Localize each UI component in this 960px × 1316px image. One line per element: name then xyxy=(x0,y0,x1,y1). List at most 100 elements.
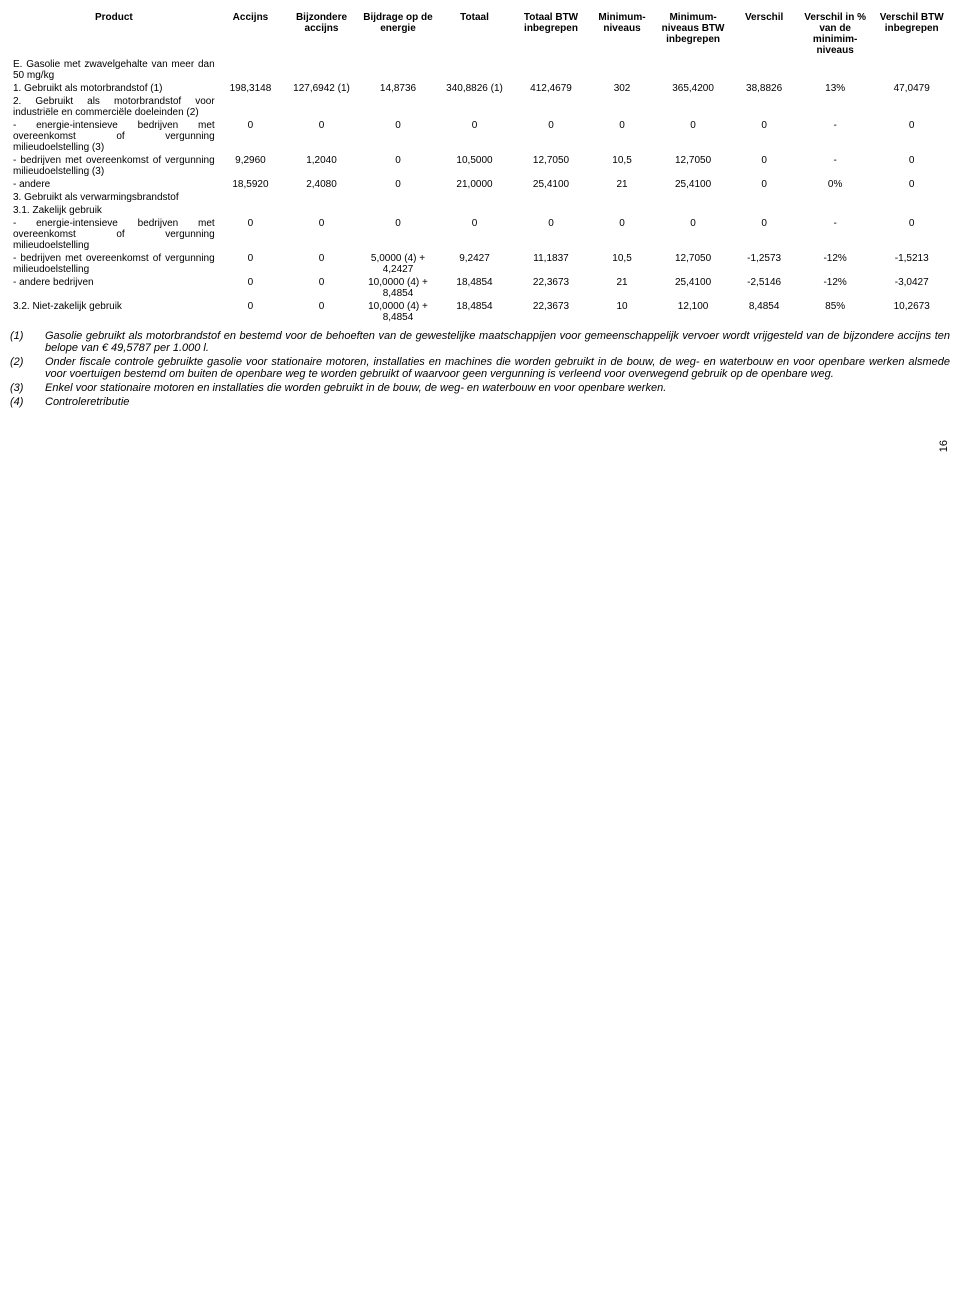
value-cell xyxy=(283,191,360,204)
value-cell: 18,4854 xyxy=(436,300,513,324)
table-row: - energie-intensieve bedrijven met overe… xyxy=(10,119,950,154)
value-cell: 0 xyxy=(283,119,360,154)
product-cell: 1. Gebruikt als motorbrandstof (1) xyxy=(10,82,218,95)
value-cell: -2,5146 xyxy=(731,276,797,300)
value-cell: 22,3673 xyxy=(513,276,590,300)
value-cell: 21,0000 xyxy=(436,178,513,191)
value-cell xyxy=(283,204,360,217)
value-cell xyxy=(655,58,732,82)
col-header: Product xyxy=(10,10,218,58)
value-cell: 21 xyxy=(589,276,655,300)
value-cell: 0 xyxy=(873,154,950,178)
value-cell: 8,4854 xyxy=(731,300,797,324)
value-cell: 5,0000 (4) + 4,2427 xyxy=(360,252,437,276)
value-cell xyxy=(360,95,437,119)
product-cell: 2. Gebruikt als motorbrandstof voor indu… xyxy=(10,95,218,119)
value-cell xyxy=(283,95,360,119)
value-cell: 0 xyxy=(731,217,797,252)
value-cell: 10 xyxy=(589,300,655,324)
footnote-key: (1) xyxy=(10,330,45,354)
product-cell: - bedrijven met overeenkomst of vergunni… xyxy=(10,154,218,178)
value-cell xyxy=(218,204,284,217)
value-cell: 0 xyxy=(218,252,284,276)
value-cell: 2,4080 xyxy=(283,178,360,191)
value-cell: 0 xyxy=(589,217,655,252)
value-cell xyxy=(731,95,797,119)
value-cell xyxy=(218,191,284,204)
value-cell: 0 xyxy=(513,119,590,154)
footnote-key: (2) xyxy=(10,356,45,380)
product-cell: - energie-intensieve bedrijven met overe… xyxy=(10,217,218,252)
value-cell: 1,2040 xyxy=(283,154,360,178)
value-cell xyxy=(436,204,513,217)
table-row: 3. Gebruikt als verwarmingsbrandstof xyxy=(10,191,950,204)
value-cell: 10,5 xyxy=(589,154,655,178)
page-number: 16 xyxy=(938,440,950,1316)
value-cell: 10,2673 xyxy=(873,300,950,324)
value-cell xyxy=(655,191,732,204)
value-cell xyxy=(873,191,950,204)
value-cell xyxy=(436,191,513,204)
value-cell: 0 xyxy=(360,217,437,252)
product-cell: 3.2. Niet-zakelijk gebruik xyxy=(10,300,218,324)
footnote: (4)Controleretributie xyxy=(10,396,950,408)
footnote-text: Enkel voor stationaire motoren en instal… xyxy=(45,382,950,394)
product-cell: 3. Gebruikt als verwarmingsbrandstof xyxy=(10,191,218,204)
col-header: Totaal BTW inbegrepen xyxy=(513,10,590,58)
value-cell: 22,3673 xyxy=(513,300,590,324)
value-cell: 412,4679 xyxy=(513,82,590,95)
table-row: - andere bedrijven0010,0000 (4) + 8,4854… xyxy=(10,276,950,300)
value-cell xyxy=(513,95,590,119)
footnote-text: Controleretributie xyxy=(45,396,950,408)
value-cell: 11,1837 xyxy=(513,252,590,276)
value-cell: 85% xyxy=(797,300,874,324)
value-cell: 13% xyxy=(797,82,874,95)
value-cell: 10,5 xyxy=(589,252,655,276)
value-cell: 12,7050 xyxy=(655,252,732,276)
value-cell: 0 xyxy=(513,217,590,252)
value-cell xyxy=(360,191,437,204)
footnotes: (1)Gasolie gebruikt als motorbrandstof e… xyxy=(10,330,950,408)
col-header: Verschil BTW inbegrepen xyxy=(873,10,950,58)
table-row: - energie-intensieve bedrijven met overe… xyxy=(10,217,950,252)
value-cell: 9,2960 xyxy=(218,154,284,178)
value-cell: -12% xyxy=(797,276,874,300)
col-header: Minimum-niveaus xyxy=(589,10,655,58)
value-cell: 302 xyxy=(589,82,655,95)
value-cell xyxy=(283,58,360,82)
value-cell: 25,4100 xyxy=(513,178,590,191)
product-cell: E. Gasolie met zwavelgehalte van meer da… xyxy=(10,58,218,82)
table-row: - bedrijven met overeenkomst of vergunni… xyxy=(10,252,950,276)
value-cell xyxy=(513,191,590,204)
table-row: 2. Gebruikt als motorbrandstof voor indu… xyxy=(10,95,950,119)
value-cell: 0 xyxy=(218,276,284,300)
product-cell: 3.1. Zakelijk gebruik xyxy=(10,204,218,217)
col-header: Totaal xyxy=(436,10,513,58)
value-cell xyxy=(218,95,284,119)
value-cell: 0 xyxy=(655,217,732,252)
value-cell xyxy=(589,95,655,119)
value-cell: 0 xyxy=(218,119,284,154)
value-cell: 21 xyxy=(589,178,655,191)
value-cell: 25,4100 xyxy=(655,178,732,191)
value-cell: 365,4200 xyxy=(655,82,732,95)
value-cell: 12,7050 xyxy=(513,154,590,178)
value-cell xyxy=(360,58,437,82)
table-row: E. Gasolie met zwavelgehalte van meer da… xyxy=(10,58,950,82)
value-cell: 0 xyxy=(283,300,360,324)
value-cell xyxy=(589,204,655,217)
value-cell: 0 xyxy=(873,178,950,191)
footnote-key: (4) xyxy=(10,396,45,408)
value-cell xyxy=(797,95,874,119)
table-row: - andere18,59202,4080021,000025,41002125… xyxy=(10,178,950,191)
product-cell: - andere xyxy=(10,178,218,191)
value-cell: 0 xyxy=(218,217,284,252)
value-cell: 14,8736 xyxy=(360,82,437,95)
value-cell: 18,4854 xyxy=(436,276,513,300)
value-cell xyxy=(436,58,513,82)
value-cell xyxy=(873,204,950,217)
footnote: (3)Enkel voor stationaire motoren en ins… xyxy=(10,382,950,394)
value-cell: 0 xyxy=(731,178,797,191)
value-cell: -3,0427 xyxy=(873,276,950,300)
value-cell xyxy=(873,58,950,82)
